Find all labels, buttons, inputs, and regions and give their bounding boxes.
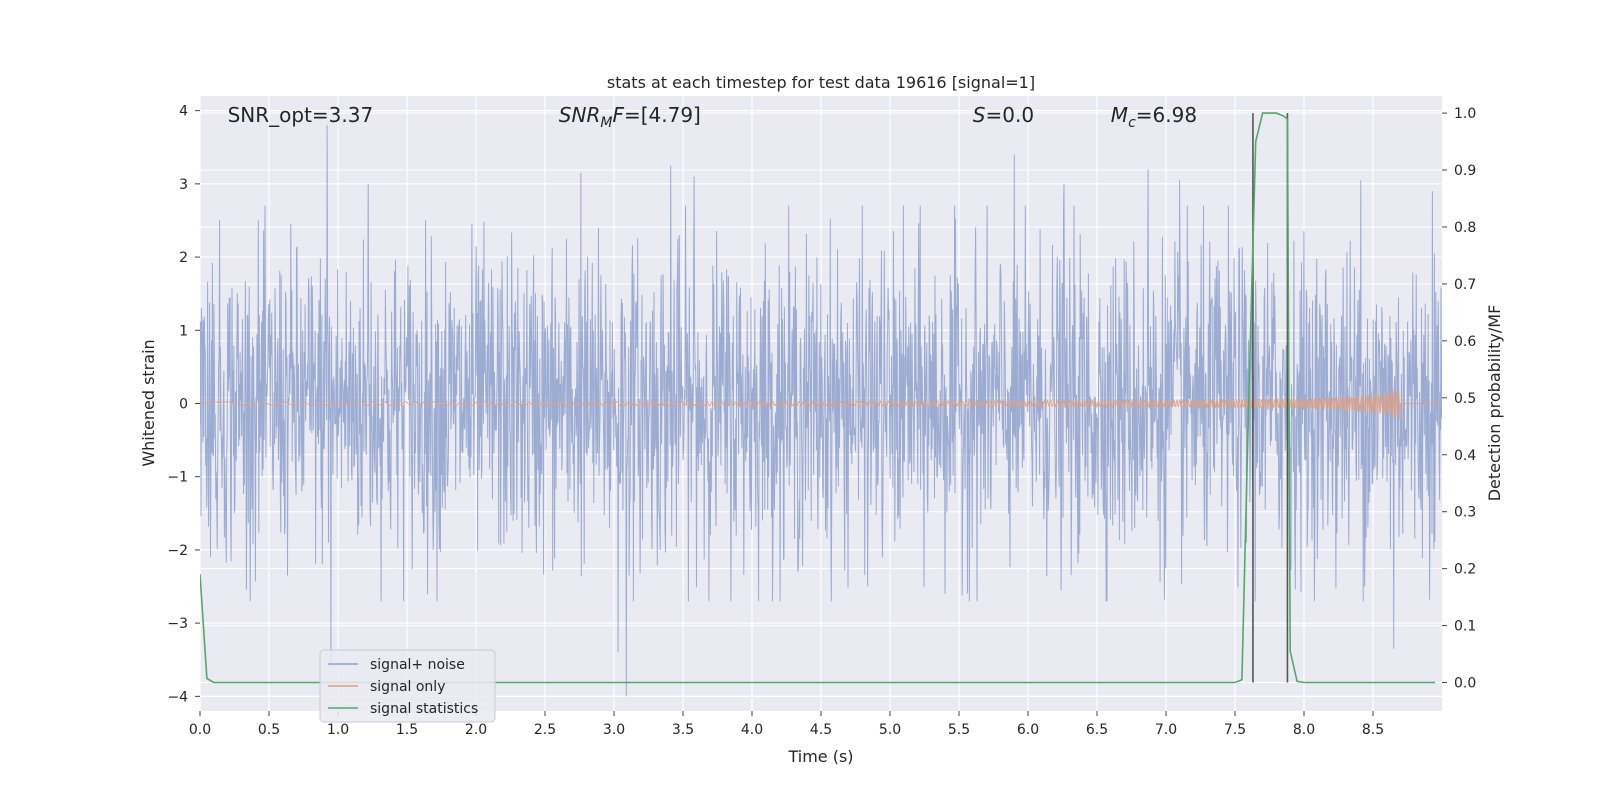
y-left-tick-label: 4 [179,104,188,120]
y-right-tick-label: 0.2 [1454,562,1476,578]
legend-frame [319,649,496,723]
annotation: Mc=6.98 [1111,103,1197,131]
y-left-tick-label: −2 [167,543,188,559]
y-left-tick-label: 2 [179,250,188,266]
annotation-rest: =0.0 [986,103,1035,127]
chart-title: stats at each timestep for test data 196… [607,73,1035,92]
annotation-rest: F [612,103,624,127]
y-left-tick-label: −3 [167,616,188,632]
x-tick-label: 6.0 [1017,722,1039,738]
annotations: SNR_opt=3.37 SNRMF=[4.79] S=0.0 Mc=6.98 [228,103,1197,131]
y-left-tick-label: 3 [179,177,188,193]
annotation-subscript: M [600,115,612,131]
y-right-tick-label: 0.5 [1454,391,1476,407]
annotation: S=0.0 [973,103,1034,127]
annotation: SNR_opt=3.37 [228,103,374,127]
x-tick-label: 2.0 [465,722,487,738]
x-tick-label: 4.5 [810,722,832,738]
annotation-rest: =[4.79] [624,103,701,127]
y-right-tick-label: 0.6 [1454,334,1476,350]
y-right-tick-label: 0.9 [1454,163,1476,179]
y-right-tick-label: 0.4 [1454,448,1476,464]
x-tick-label: 1.5 [396,722,418,738]
annotation-main: SNR_opt=3.37 [228,103,374,127]
y-right-tick-label: 0.1 [1454,619,1476,635]
x-tick-label: 2.5 [534,722,556,738]
x-tick-label: 6.5 [1086,722,1108,738]
x-tick-label: 5.5 [948,722,970,738]
annotation: SNRMF=[4.79] [559,103,701,131]
x-tick-label: 8.5 [1362,722,1384,738]
y-right-tick-label: 0.8 [1454,220,1476,236]
plot-area [200,112,1442,697]
y-left-axis-label: Whitened strain [139,339,158,466]
legend: signal+ noise signal only signal statist… [319,649,496,723]
y-right-ticks: 0.0 0.1 0.2 0.3 0.4 0.5 0.6 0.7 0.8 0.9 1.0 [1442,106,1476,692]
x-tick-label: 3.0 [603,722,625,738]
x-tick-label: 7.0 [1155,722,1177,738]
legend-label-statistics: signal statistics [370,701,478,717]
x-axis-label: Time (s) [787,747,853,766]
y-right-tick-label: 1.0 [1454,106,1476,122]
y-right-tick-label: 0.3 [1454,505,1476,521]
x-tick-label: 5.0 [879,722,901,738]
y-right-tick-label: 0.0 [1454,676,1476,692]
y-left-tick-label: 0 [179,397,188,413]
y-right-axis-label: Detection probability/MF [1485,305,1504,502]
annotation-main: SNR [559,103,601,127]
y-left-ticks: −4 −3 −2 −1 0 1 2 3 4 [167,104,200,705]
x-tick-label: 1.0 [327,722,349,738]
y-left-tick-label: −4 [167,689,188,705]
y-left-tick-label: −1 [167,470,188,486]
x-tick-label: 3.5 [672,722,694,738]
annotation-subscript: c [1128,115,1136,131]
x-tick-label: 0.5 [258,722,280,738]
legend-label-signal: signal only [370,679,445,695]
x-tick-label: 0.0 [189,722,211,738]
y-right-tick-label: 0.7 [1454,277,1476,293]
series-signal-statistics [200,112,1436,684]
x-tick-label: 4.0 [741,722,763,738]
annotation-main: S [973,103,986,127]
legend-label-noise: signal+ noise [370,657,465,673]
x-tick-label: 7.5 [1224,722,1246,738]
y-left-tick-label: 1 [179,323,188,339]
annotation-main: M [1111,103,1128,127]
x-ticks: 0.0 0.5 1.0 1.5 2.0 2.5 3.0 3.5 4.0 4.5 5.0 5.5 6.0 6… [189,711,1384,738]
x-tick-label: 8.0 [1293,722,1315,738]
series-signal-only [200,388,1442,421]
annotation-rest: =6.98 [1136,103,1197,127]
series-signal-noise [200,125,1442,697]
